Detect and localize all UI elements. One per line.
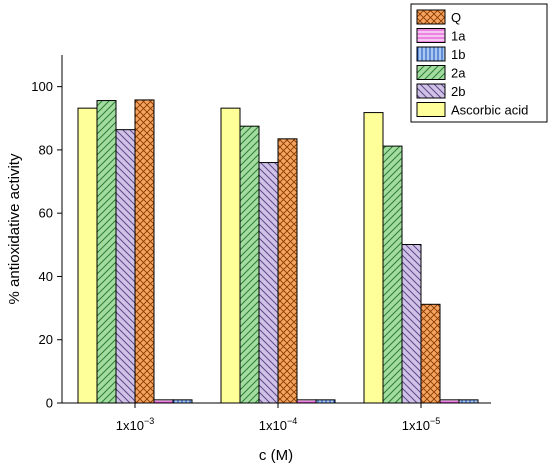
y-tick-label: 80 (39, 142, 53, 157)
legend-swatch-ascorbic-acid (417, 103, 445, 117)
legend-label-1b: 1b (451, 47, 465, 62)
bar-2b-3 (402, 245, 421, 403)
bar-q-3 (421, 304, 440, 403)
y-axis-title: % antioxidative activity (6, 153, 23, 304)
legend-label-1a: 1a (451, 29, 466, 44)
bar-2b-1 (116, 130, 135, 403)
legend-label-2a: 2a (451, 66, 466, 81)
y-tick-label: 0 (46, 396, 53, 411)
legend-swatch-1b (417, 47, 445, 61)
legend: Q 1a 1b 2a 2b Ascorbic acid (411, 4, 547, 122)
bar-q-1 (135, 100, 154, 403)
x-tick-label: 1x10−5 (402, 416, 440, 433)
bar-q-2 (278, 139, 297, 403)
x-tick-label: 1x10−4 (259, 416, 297, 433)
legend-label-ascorbic-acid: Ascorbic acid (451, 103, 528, 118)
x-axis-title: c (M) (259, 447, 293, 464)
legend-swatch-2b (417, 84, 445, 98)
legend-swatch-1a (417, 29, 445, 43)
legend-label-q: Q (451, 10, 461, 25)
y-tick-label: 20 (39, 332, 53, 347)
bar-2a-2 (240, 126, 259, 403)
bar-2a-3 (383, 146, 402, 403)
bar-ascorbic-acid-3 (364, 113, 383, 403)
x-tick-label: 1x10−3 (116, 416, 154, 433)
y-tick-label: 40 (39, 269, 53, 284)
legend-label-2b: 2b (451, 84, 465, 99)
y-tick-label: 60 (39, 206, 53, 221)
x-ticks: 1x10−3 1x10−4 1x10−5 (116, 403, 440, 433)
legend-swatch-2a (417, 66, 445, 80)
bar-ascorbic-acid-2 (221, 108, 240, 403)
y-tick-label: 100 (31, 79, 53, 94)
bar-2a-1 (97, 101, 116, 403)
y-ticks: 0 20 40 60 80 100 (31, 79, 62, 410)
legend-swatch-q (417, 10, 445, 24)
bars-layer (78, 100, 478, 403)
bar-ascorbic-acid-1 (78, 108, 97, 403)
bar-2b-2 (259, 163, 278, 403)
